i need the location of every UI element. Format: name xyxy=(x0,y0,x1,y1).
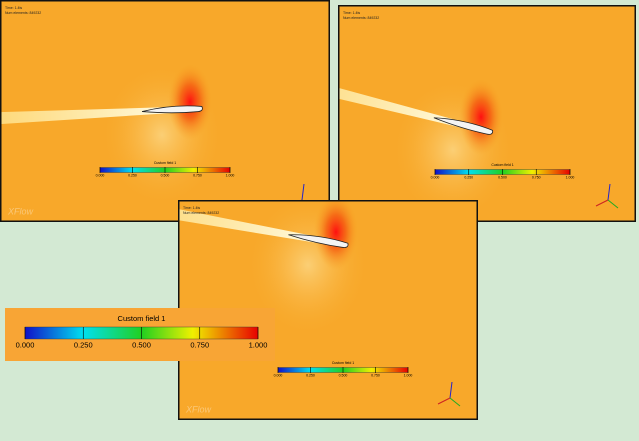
watermark: XFlow xyxy=(185,404,212,414)
colorbar-tick-label: 0.250 xyxy=(464,176,473,180)
axis-triad-z xyxy=(449,397,461,407)
axis-triad-y xyxy=(607,183,611,201)
wake-plume xyxy=(178,200,319,243)
legend-title: Custom field 1 xyxy=(154,161,176,165)
axis-triad-y xyxy=(301,183,305,201)
airfoil-body xyxy=(141,105,203,114)
panel-border xyxy=(0,0,330,222)
airfoil xyxy=(141,105,203,114)
wake xyxy=(0,107,173,139)
airfoil-body xyxy=(433,117,494,135)
colorbar-tick-label: 0.500 xyxy=(498,176,507,180)
colorbar-tick-label: 0.250 xyxy=(306,374,315,378)
colorbar-tick-label: 1.000 xyxy=(566,176,575,180)
airfoil-body xyxy=(288,234,349,248)
colorbar-tick-label: 0.000 xyxy=(16,341,35,350)
zoomed-legend: Custom field 1 0.000 0.250 0.500 0.750 1.000 xyxy=(5,308,275,361)
colorbar-tick-label: 0.500 xyxy=(132,341,151,350)
colorbar-tick-label: 0.750 xyxy=(371,374,380,378)
colorbar-tick-label: 0.750 xyxy=(190,341,209,350)
time-label: Time: 1.4ts xyxy=(5,6,22,10)
axis-triad-x xyxy=(595,199,609,207)
colorbar-tick-label: 0.000 xyxy=(274,374,283,378)
colorbar-tick-label: 0.250 xyxy=(128,174,137,178)
axis-triad-z xyxy=(607,199,619,209)
colorbar-tick-label: 0.000 xyxy=(96,174,105,178)
time-label: Time: 1.4ts xyxy=(343,11,360,15)
wake-plume xyxy=(338,16,464,128)
legend-title: Custom field 1 xyxy=(118,314,166,323)
axis-triad-x xyxy=(437,397,451,405)
pressure-high xyxy=(314,200,358,270)
panel-border xyxy=(338,5,636,222)
wake xyxy=(338,16,464,128)
colorbar-tick-label: 0.000 xyxy=(431,176,440,180)
watermark: XFlow xyxy=(7,206,34,216)
elements-label: Num elements: 849232 xyxy=(343,16,379,20)
wake-plume xyxy=(0,107,173,139)
colorbar-tick-label: 1.000 xyxy=(226,174,235,178)
legend-title: Custom field 1 xyxy=(332,361,354,365)
colorbar-tick-label: 0.500 xyxy=(161,174,170,178)
elements-label: Num elements: 849232 xyxy=(5,11,41,15)
colorbar-tick-label: 1.000 xyxy=(404,374,413,378)
colorbar-tick-label: 0.250 xyxy=(74,341,93,350)
colorbar-tick-label: 0.500 xyxy=(339,374,348,378)
colorbar-tick-label: 0.750 xyxy=(193,174,202,178)
legend-title: Custom field 1 xyxy=(491,163,513,167)
time-label: Time: 1.4ts xyxy=(183,206,200,210)
pressure-high xyxy=(168,64,212,140)
elements-label: Num elements: 849232 xyxy=(183,211,219,215)
colorbar-tick-label: 1.000 xyxy=(249,341,268,350)
colorbar-tick-label: 0.750 xyxy=(532,176,541,180)
pressure-high xyxy=(459,79,503,155)
airfoil xyxy=(288,234,349,248)
airfoil xyxy=(433,117,494,135)
axis-triad-y xyxy=(449,381,453,399)
wake xyxy=(178,200,319,243)
